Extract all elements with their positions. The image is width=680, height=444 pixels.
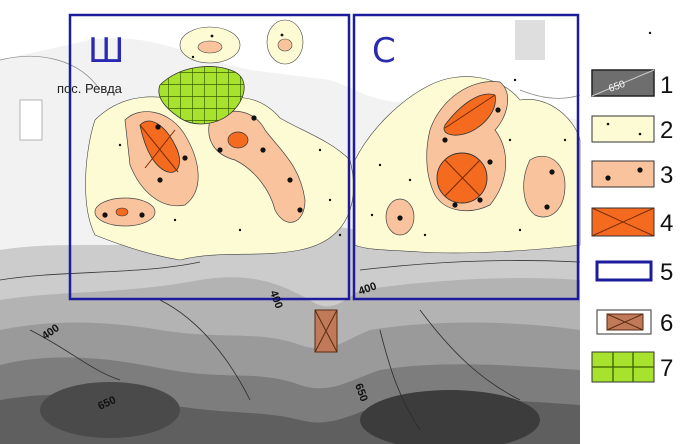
legend-number: 7 (660, 355, 673, 382)
contour-label: 400 (357, 280, 378, 298)
legend-item-1: 650 1 (591, 69, 673, 99)
legend-number: 4 (660, 210, 673, 237)
contour-label: 650 (352, 382, 370, 403)
relief-background (0, 0, 581, 444)
sector-label-east: С (372, 31, 396, 71)
sector-label-west: Ш (88, 31, 124, 71)
legend-item-3: 3 (591, 160, 673, 189)
legend-item-4: 4 (591, 207, 673, 237)
legend-number: 1 (660, 72, 673, 99)
legend-item-2: 2 (591, 115, 673, 144)
place-label: пос. Ревда (57, 81, 123, 96)
zone-dots (102, 31, 652, 237)
legend-number: 5 (660, 259, 673, 286)
sector-frames (68, 13, 580, 301)
legend-item-7: 7 (591, 351, 673, 383)
green-area (158, 66, 245, 125)
legend-number: 2 (660, 117, 673, 144)
legend-item-5: 5 (595, 259, 673, 286)
sector-frame-west (68, 13, 351, 301)
legend-item-6: 6 (596, 309, 673, 337)
legend-number: 3 (660, 162, 673, 189)
zone-strong (115, 93, 496, 217)
sector-frame-east (352, 13, 580, 301)
legend: 650 1 2 3 4 5 6 (591, 69, 673, 383)
contour-label: 400 (267, 289, 285, 310)
legend-number: 6 (660, 310, 673, 337)
brown-area (314, 309, 338, 353)
